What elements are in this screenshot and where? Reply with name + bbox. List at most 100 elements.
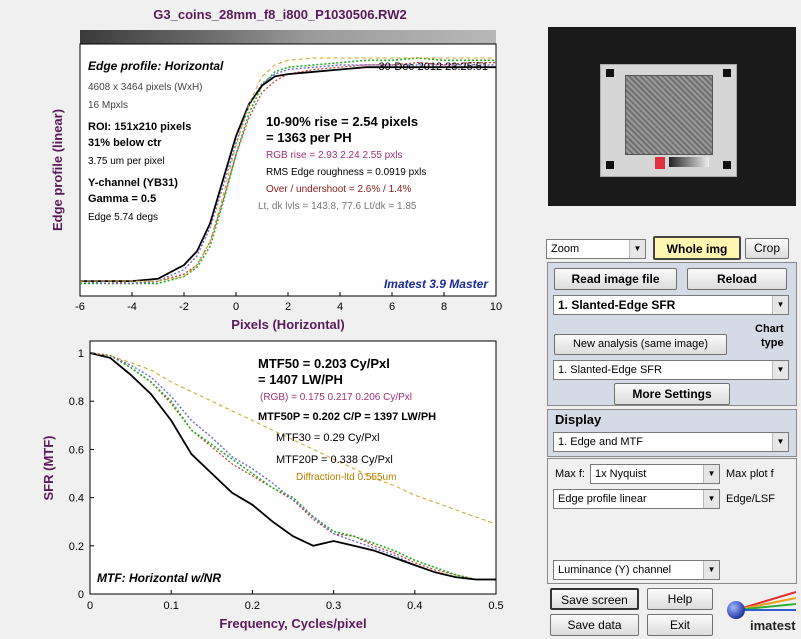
over-undershoot: Over / undershoot = 2.6% / 1.4% (266, 184, 411, 195)
mtf50-lwph: = 1407 LW/PH (258, 372, 343, 387)
edge-xtick-label: 0 (233, 301, 239, 313)
image-thumbnail[interactable] (548, 27, 796, 206)
edge-date: 30-Dec-2012 23:25:51 (379, 61, 488, 73)
read-image-file-button[interactable]: Read image file (554, 268, 677, 290)
exit-button[interactable]: Exit (647, 614, 713, 636)
edge-xtick-label: -2 (179, 301, 189, 313)
mtf20p-text: MTF20P = 0.338 Cy/Pxl (276, 454, 393, 466)
edge-series-blue (79, 64, 496, 285)
edge-xtick-label: 2 (285, 301, 291, 313)
mtf-xtick-label: 0.3 (326, 600, 341, 612)
mtf-xtick-label: 0.5 (488, 600, 503, 612)
max-plot-f-label: Max plot f (726, 468, 774, 480)
chart-type-label-2: type (761, 337, 784, 349)
analysis-select[interactable]: 1. Slanted-Edge SFR ▼ (553, 295, 789, 315)
edge-xtick-group: -6 -4 -2 0 2 4 6 8 10 (75, 292, 502, 313)
imatest-brand: Imatest 3.9 Master (384, 277, 489, 291)
mtf-ylabel: SFR (MTF) (41, 436, 56, 501)
chart-marker (606, 161, 614, 169)
edge-series-luminance (80, 66, 496, 283)
display-label: Display (555, 412, 602, 427)
mtf-ytick-label: 0.2 (69, 541, 84, 553)
mtf-xtick-label: 0.4 (407, 600, 422, 612)
info-below: 31% below ctr (88, 137, 162, 149)
chevron-down-icon: ▼ (772, 296, 788, 314)
mtf-xtick-label: 0 (87, 600, 93, 612)
reload-button[interactable]: Reload (687, 268, 787, 290)
chevron-down-icon: ▼ (703, 465, 719, 483)
chart-grey-steps (669, 157, 709, 167)
mtf-chart: 0 0.1 0.2 0.3 0.4 0.5 0 0.2 0.4 0.6 0.8 1 MTF50 = … (41, 340, 504, 631)
info-gamma: Gamma = 0.5 (88, 193, 156, 205)
whole-img-button[interactable]: Whole img (653, 236, 741, 260)
light-dark-levels: Lt, dk lvls = 143.8, 77.6 Lt/dk = 1.85 (258, 201, 417, 212)
new-analysis-button[interactable]: New analysis (same image) (554, 334, 727, 355)
mtf-footer: MTF: Horizontal w/NR (97, 571, 221, 585)
edge-xtick-label: 6 (389, 301, 395, 313)
edge-ylabel: Edge profile (linear) (50, 109, 65, 231)
mtf-xtick-label: 0.1 (164, 600, 179, 612)
edge-series-reference (80, 57, 496, 282)
info-channel: Y-channel (YB31) (88, 177, 178, 189)
rms-roughness: RMS Edge roughness = 0.0919 pxls (266, 167, 426, 178)
maxf-label: Max f: (555, 468, 585, 480)
zoom-select[interactable]: Zoom ▼ (546, 239, 646, 259)
save-screen-button[interactable]: Save screen (550, 588, 639, 610)
edge-xtick-label: 10 (490, 301, 502, 313)
info-mpxls: 16 Mpxls (88, 100, 128, 111)
mtf-ytick-label: 0.8 (69, 396, 84, 408)
chart-texture (625, 75, 713, 155)
rgb-rise: RGB rise = 2.93 2.24 2.55 pxls (266, 150, 402, 161)
info-edge: Edge 5.74 degs (88, 212, 158, 223)
mtf-series-group (89, 352, 497, 581)
display-select[interactable]: 1. Edge and MTF ▼ (553, 432, 789, 452)
mtf-ytick-label: 0.4 (69, 493, 84, 505)
edge-profile-select[interactable]: Edge profile linear ▼ (553, 489, 720, 509)
chevron-down-icon: ▼ (703, 490, 719, 508)
chart-color-patch (655, 157, 665, 169)
chart-marker (606, 69, 614, 77)
mtf50-text: MTF50 = 0.203 Cy/Pxl (258, 356, 390, 371)
chevron-down-icon: ▼ (772, 433, 788, 451)
mtf-ytick-label: 0 (78, 589, 84, 601)
more-settings-button[interactable]: More Settings (614, 383, 730, 405)
save-data-button[interactable]: Save data (550, 614, 639, 636)
logo-text: imatest (750, 618, 796, 633)
edge-lsf-label: Edge/LSF (726, 493, 775, 505)
chevron-down-icon: ▼ (772, 361, 788, 379)
test-chart-image (600, 64, 737, 177)
mtf-rgb: (RGB) = 0.175 0.217 0.206 Cy/Pxl (260, 392, 412, 403)
rise-text: 10-90% rise = 2.54 pixels (266, 114, 418, 129)
mtf-ytick-label: 0.6 (69, 444, 84, 456)
help-button[interactable]: Help (647, 588, 713, 610)
edge-xlabel: Pixels (Horizontal) (231, 317, 344, 332)
edge-xtick-label: 8 (441, 301, 447, 313)
mtf-plot-area (89, 340, 497, 595)
mtf-ytick-label: 1 (78, 348, 84, 360)
chevron-down-icon: ▼ (703, 561, 719, 579)
edge-profile-chart: -6 -4 -2 0 2 4 6 8 10 Edge profile: Horizontal 3… (50, 30, 502, 332)
mtf-series-red (89, 352, 496, 581)
mtf-series-reference (89, 352, 497, 525)
mtf-series-luminance (89, 352, 496, 581)
mtf50p-text: MTF50P = 0.202 C/P = 1397 LW/PH (258, 411, 436, 423)
chevron-down-icon: ▼ (629, 240, 645, 258)
mtf30-text: MTF30 = 0.29 Cy/Pxl (276, 432, 380, 444)
edge-header: Edge profile: Horizontal (88, 59, 224, 73)
mtf-series-green (89, 352, 496, 581)
edge-xtick-label: 4 (337, 301, 343, 313)
nyquist-select[interactable]: 1x Nyquist ▼ (590, 464, 720, 484)
edge-xtick-label: -4 (127, 301, 137, 313)
imatest-logo: imatest (727, 591, 797, 633)
info-size: 4608 x 3464 pixels (WxH) (88, 82, 203, 93)
crop-button[interactable]: Crop (745, 238, 789, 259)
window-title: G3_coins_28mm_f8_i800_P1030506.RW2 (153, 7, 407, 22)
rise-per-ph: = 1363 per PH (266, 130, 352, 145)
chart-type-select[interactable]: 1. Slanted-Edge SFR ▼ (553, 360, 789, 380)
chart-marker (723, 161, 731, 169)
mtf-ytick-group: 0 0.2 0.4 0.6 0.8 1 (69, 348, 94, 601)
logo-sphere-icon (727, 601, 745, 619)
luminance-select[interactable]: Luminance (Y) channel ▼ (553, 560, 720, 580)
edge-gradient-bar (80, 30, 496, 44)
zoom-value: Zoom (551, 243, 580, 255)
